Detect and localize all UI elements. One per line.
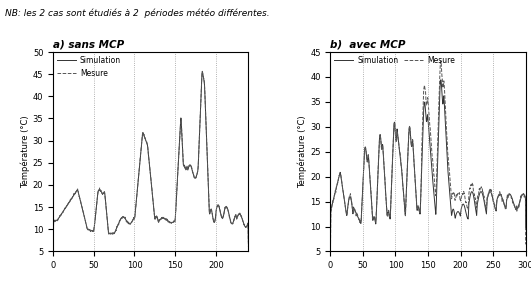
Simulation [519,194,525,197]
Mesure [60,211,66,214]
Mesure [523,243,529,246]
Simulation [239,219,246,223]
Mesure [140,131,146,134]
Text: NB: les 2 cas sont étudiés à 2  périodes météo différentes.: NB: les 2 cas sont étudiés à 2 périodes … [5,9,270,18]
Mesure [498,194,504,197]
Simulation [204,149,210,152]
Mesure [519,193,525,197]
Simulation [199,70,205,73]
Simulation [239,219,246,223]
Simulation [438,78,444,81]
Line: Simulation: Simulation [53,71,249,247]
Legend: Simulation, Mesure: Simulation, Mesure [55,54,123,79]
Simulation [60,210,66,213]
Line: Simulation: Simulation [330,80,526,244]
Mesure [327,257,333,261]
Mesure [402,214,408,217]
Mesure [361,154,367,157]
Simulation [402,212,408,216]
Simulation [327,242,333,245]
Mesure [410,156,417,160]
Mesure [145,149,151,152]
Mesure [239,219,246,223]
Mesure [239,218,246,222]
Mesure [349,210,356,213]
Simulation [50,245,56,249]
Legend: Simulation, Mesure: Simulation, Mesure [333,54,457,66]
Mesure [199,70,205,73]
Line: Mesure: Mesure [330,61,526,259]
Mesure [204,147,210,151]
Y-axis label: Température (°C): Température (°C) [21,115,30,188]
Simulation [523,226,529,229]
Simulation [498,193,504,197]
Simulation [410,156,417,160]
Mesure [438,59,444,63]
Simulation [140,131,146,134]
Mesure [50,255,56,258]
Mesure [245,245,252,248]
Text: a) sans MCP: a) sans MCP [53,40,124,50]
Y-axis label: Température (°C): Température (°C) [298,115,307,188]
Line: Mesure: Mesure [53,71,249,257]
Simulation [245,240,252,244]
Text: b)  avec MCP: b) avec MCP [330,40,406,50]
Simulation [349,210,356,213]
Simulation [145,149,151,152]
Simulation [361,153,367,157]
